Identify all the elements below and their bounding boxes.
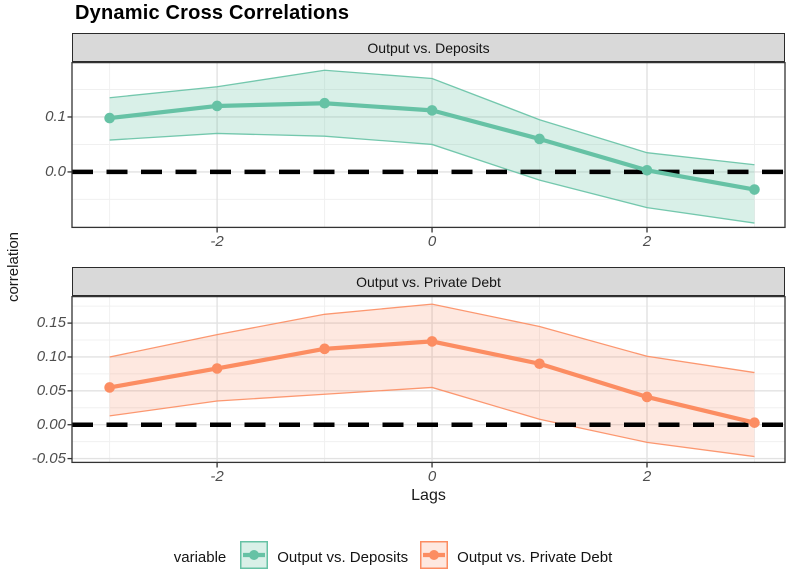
data-point (749, 184, 760, 195)
confidence-ribbon (109, 304, 755, 457)
data-point (104, 112, 115, 124)
panel-border (71, 61, 786, 229)
data-point (211, 363, 223, 374)
panel-border (71, 295, 786, 464)
legend: variable Output vs. Deposits Output vs. … (0, 540, 786, 574)
data-point (319, 97, 330, 109)
y-tick-label: -0.05 (31, 449, 66, 467)
facet-strip-output-vs-private-debt: Output vs. Private Debt (72, 267, 785, 296)
x-tick-label: -2 (210, 233, 224, 250)
x-tick-label: 2 (642, 468, 652, 485)
legend-key-deposits-icon (240, 540, 269, 574)
x-axis-title: Lags (411, 487, 446, 504)
data-point (641, 164, 653, 176)
data-point (749, 417, 760, 428)
legend-title: variable (173, 548, 227, 566)
x-tick-label: -2 (210, 468, 224, 485)
ribbon-lower-edge (109, 386, 755, 458)
legend-key-point (249, 549, 260, 560)
data-point (534, 133, 545, 145)
legend-item-deposits: Output vs. Deposits (240, 540, 409, 574)
y-tick-label: 0.05 (36, 381, 66, 399)
legend-item-label: Output vs. Deposits (277, 548, 409, 566)
panel-canvas (67, 61, 786, 233)
y-tick-label: 0.0 (45, 162, 66, 180)
panel-output-vs-deposits (64, 61, 786, 239)
panel-output-vs-private-debt (64, 295, 786, 474)
data-point (534, 358, 545, 370)
x-tick-label: 2 (642, 233, 652, 250)
data-point (426, 105, 438, 116)
y-tick-label: 0.00 (36, 415, 66, 433)
panel-canvas (67, 295, 786, 468)
confidence-ribbon (109, 70, 755, 224)
y-tick-label: 0.10 (36, 347, 66, 365)
x-tick-label: 0 (427, 468, 437, 485)
legend-item-private-debt: Output vs. Private Debt (420, 540, 613, 574)
legend-key-canvas (420, 540, 449, 569)
y-tick-label: 0.15 (36, 314, 66, 332)
facet-strip-label: Output vs. Private Debt (356, 273, 501, 290)
legend-item-label: Output vs. Private Debt (457, 548, 613, 566)
ribbon-lower-edge (109, 132, 755, 224)
plot-title: Dynamic Cross Correlations (75, 2, 350, 24)
ribbon-upper-edge (109, 69, 755, 166)
data-point (641, 391, 653, 403)
facet-strip-label: Output vs. Deposits (367, 39, 490, 56)
legend-key-point (429, 549, 440, 560)
legend-key-canvas (240, 540, 269, 569)
data-point (104, 382, 115, 393)
facet-strip-output-vs-deposits: Output vs. Deposits (72, 33, 785, 62)
data-point (319, 343, 330, 355)
legend-key-private-debt-icon (420, 540, 449, 574)
data-point (211, 100, 223, 112)
y-axis-title: correlation (5, 231, 22, 303)
ribbon-upper-edge (109, 303, 755, 374)
data-point (426, 336, 438, 347)
x-tick-label: 0 (427, 233, 437, 250)
y-tick-label: 0.1 (45, 107, 66, 125)
